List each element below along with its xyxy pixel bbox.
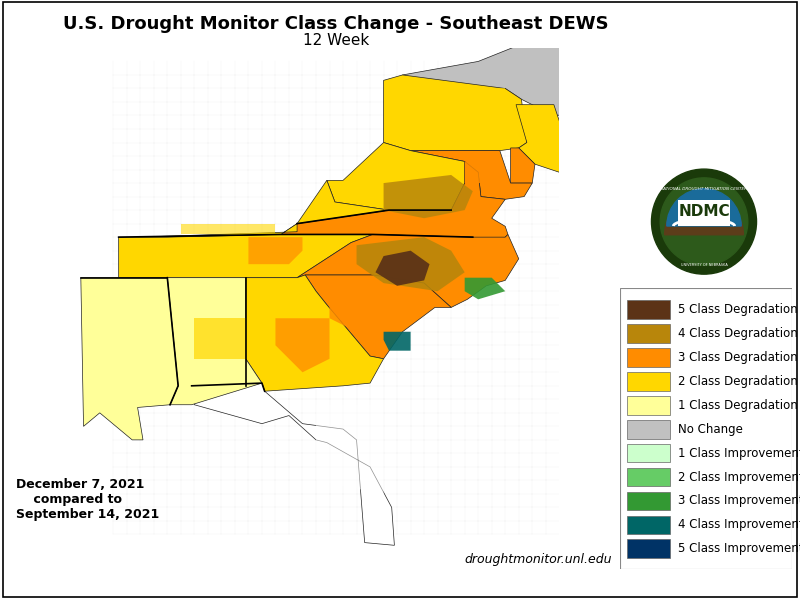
FancyBboxPatch shape xyxy=(627,492,670,510)
Polygon shape xyxy=(573,89,654,96)
Text: 5 Class Improvement: 5 Class Improvement xyxy=(678,542,800,555)
Text: 2 Class Degradation: 2 Class Degradation xyxy=(678,375,798,388)
Polygon shape xyxy=(246,275,383,391)
Polygon shape xyxy=(249,237,302,264)
Polygon shape xyxy=(397,40,600,116)
FancyBboxPatch shape xyxy=(627,324,670,343)
Polygon shape xyxy=(281,162,508,250)
Polygon shape xyxy=(627,0,738,59)
Polygon shape xyxy=(383,175,473,218)
Wedge shape xyxy=(665,195,743,235)
Polygon shape xyxy=(330,283,383,332)
Polygon shape xyxy=(181,223,275,234)
Polygon shape xyxy=(192,383,394,545)
Text: 1 Class Improvement: 1 Class Improvement xyxy=(678,447,800,459)
Polygon shape xyxy=(357,237,465,291)
FancyBboxPatch shape xyxy=(627,372,670,391)
Polygon shape xyxy=(575,7,614,89)
Polygon shape xyxy=(383,332,410,350)
Text: 1 Class Degradation: 1 Class Degradation xyxy=(678,399,798,412)
FancyBboxPatch shape xyxy=(627,516,670,534)
Polygon shape xyxy=(616,89,635,105)
Polygon shape xyxy=(465,156,506,183)
FancyBboxPatch shape xyxy=(627,396,670,415)
Circle shape xyxy=(651,169,757,274)
Polygon shape xyxy=(465,278,506,300)
Polygon shape xyxy=(375,250,430,286)
FancyBboxPatch shape xyxy=(627,468,670,486)
Circle shape xyxy=(660,178,748,265)
Text: 3 Class Improvement: 3 Class Improvement xyxy=(678,494,800,507)
Polygon shape xyxy=(510,148,535,183)
FancyBboxPatch shape xyxy=(627,300,670,319)
Polygon shape xyxy=(567,86,618,113)
Polygon shape xyxy=(281,234,518,307)
Polygon shape xyxy=(167,278,262,405)
Polygon shape xyxy=(305,275,451,359)
Polygon shape xyxy=(118,234,373,278)
FancyBboxPatch shape xyxy=(627,540,670,558)
Polygon shape xyxy=(383,89,506,129)
FancyBboxPatch shape xyxy=(627,420,670,438)
Text: 3 Class Degradation: 3 Class Degradation xyxy=(678,351,798,364)
Polygon shape xyxy=(100,305,154,359)
FancyBboxPatch shape xyxy=(627,444,670,462)
FancyBboxPatch shape xyxy=(678,199,730,226)
Polygon shape xyxy=(383,75,527,150)
Text: 5 Class Degradation: 5 Class Degradation xyxy=(678,303,798,316)
FancyBboxPatch shape xyxy=(620,288,792,569)
Text: No Change: No Change xyxy=(678,423,743,435)
Polygon shape xyxy=(275,318,330,373)
Text: 2 Class Improvement: 2 Class Improvement xyxy=(678,471,800,483)
Text: droughtmonitor.unl.edu: droughtmonitor.unl.edu xyxy=(464,553,611,566)
Polygon shape xyxy=(410,150,532,199)
Polygon shape xyxy=(194,318,249,359)
Polygon shape xyxy=(138,180,389,237)
Text: NATIONAL DROUGHT MITIGATION CENTER: NATIONAL DROUGHT MITIGATION CENTER xyxy=(661,187,747,191)
Wedge shape xyxy=(666,189,742,226)
Text: NDMC: NDMC xyxy=(678,204,730,219)
Text: UNIVERSITY OF NEBRASKA: UNIVERSITY OF NEBRASKA xyxy=(681,264,727,267)
Text: 4 Class Improvement: 4 Class Improvement xyxy=(678,518,800,531)
Polygon shape xyxy=(81,278,178,440)
Polygon shape xyxy=(516,105,562,173)
Text: December 7, 2021
    compared to
September 14, 2021: December 7, 2021 compared to September 1… xyxy=(16,478,159,521)
Text: 12 Week: 12 Week xyxy=(303,33,369,48)
FancyBboxPatch shape xyxy=(627,348,670,367)
Polygon shape xyxy=(327,143,465,210)
Polygon shape xyxy=(316,405,383,494)
Text: U.S. Drought Monitor Class Change - Southeast DEWS: U.S. Drought Monitor Class Change - Sout… xyxy=(63,15,609,33)
Polygon shape xyxy=(597,7,643,69)
Text: 4 Class Degradation: 4 Class Degradation xyxy=(678,327,798,340)
